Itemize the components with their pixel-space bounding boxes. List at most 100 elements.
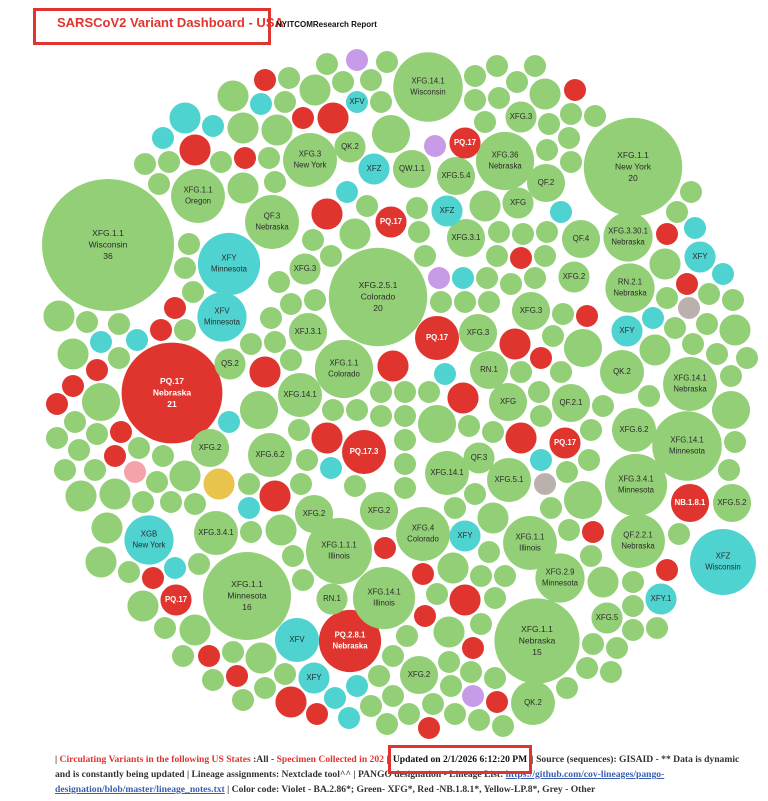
bubble <box>488 87 510 109</box>
bubble-label: XFG.1.1 <box>329 359 358 368</box>
bubble <box>203 468 235 500</box>
bubble-location: Oregon <box>185 196 211 205</box>
bubble <box>464 65 486 87</box>
bubble-label: XFG.3.1 <box>451 233 480 242</box>
bubble <box>81 382 121 422</box>
bubble <box>360 695 382 717</box>
bubble <box>676 273 698 295</box>
bubble <box>306 703 328 725</box>
bubble <box>464 89 486 111</box>
bubble-labels: XFG.1.1Wisconsin36PQ.17Nebraska21XFG.2.5… <box>89 77 747 707</box>
bubble-location: Wisconsin <box>410 87 446 96</box>
footer-text: Circulating Variants in the following US… <box>59 754 251 765</box>
bubble <box>560 103 582 125</box>
bubble <box>394 405 416 427</box>
bubble <box>376 51 398 73</box>
bubble <box>278 67 300 89</box>
bubble <box>431 195 463 227</box>
bubble <box>406 197 428 219</box>
bubble <box>238 473 260 495</box>
bubble <box>274 91 296 113</box>
bubble <box>46 393 68 415</box>
bubble-label: XFG.4 <box>412 524 435 533</box>
bubble-label: QW.1.1 <box>399 164 425 173</box>
bubble <box>346 91 368 113</box>
bubble <box>302 229 324 251</box>
bubble <box>240 333 262 355</box>
bubble <box>57 338 89 370</box>
bubble <box>394 429 416 451</box>
bubble-label: XFG.3 <box>520 306 543 315</box>
bubble <box>217 80 249 112</box>
bubble <box>696 313 718 335</box>
bubble <box>611 315 643 347</box>
bubble <box>462 685 484 707</box>
footer-text: :All - <box>250 754 277 765</box>
bubble <box>449 127 481 159</box>
bubble <box>536 221 558 243</box>
bubble <box>296 449 318 471</box>
bubble <box>477 502 509 534</box>
bubble-label: XFY <box>306 673 322 682</box>
bubble <box>198 645 220 667</box>
bubble <box>564 79 586 101</box>
bubble <box>505 422 537 454</box>
bubble <box>245 642 277 674</box>
bubble <box>85 546 117 578</box>
bubble <box>638 385 660 407</box>
bubble <box>417 404 457 444</box>
bubble <box>274 663 296 685</box>
bubble <box>394 453 416 475</box>
bubble <box>179 614 211 646</box>
bubble <box>534 473 556 495</box>
bubble <box>582 633 604 655</box>
bubble-label: QS.2 <box>221 359 239 368</box>
bubble <box>668 523 690 545</box>
bubble <box>462 637 484 659</box>
bubble <box>500 273 522 295</box>
bubble <box>240 521 262 543</box>
bubble <box>536 139 558 161</box>
bubble <box>124 515 174 565</box>
bubble <box>711 390 751 430</box>
bubble <box>128 437 150 459</box>
bubble <box>314 339 374 399</box>
bubble <box>530 347 552 369</box>
bubble <box>268 271 290 293</box>
bubble <box>563 480 603 520</box>
bubble <box>468 709 490 731</box>
bubble <box>298 662 330 694</box>
bubble <box>433 616 465 648</box>
bubble-label: XFG.2 <box>303 509 326 518</box>
bubble <box>396 507 450 561</box>
bubble-label: XFG.2.5.1 <box>359 280 398 290</box>
bubble <box>108 313 130 335</box>
bubble <box>164 557 186 579</box>
bubble <box>464 483 486 505</box>
bubble <box>184 493 206 515</box>
bubble <box>558 261 590 293</box>
bubble <box>226 665 248 687</box>
bubble <box>606 637 628 659</box>
bubble <box>484 667 506 689</box>
footer-link[interactable]: https://github.com/cov-lineages/pango-de… <box>55 769 665 795</box>
bubble <box>502 187 534 219</box>
bubble-label: PQ.17 <box>160 376 184 386</box>
bubble-label: XFY.1 <box>651 594 672 603</box>
bubble <box>511 681 555 725</box>
bubble <box>482 421 504 443</box>
bubble <box>152 127 174 149</box>
bubble <box>339 218 371 250</box>
bubble <box>65 480 97 512</box>
bubble <box>524 55 546 77</box>
bubble-label: XFG.2.9 <box>545 568 574 577</box>
bubble <box>487 458 531 502</box>
bubble <box>578 449 600 471</box>
bubble <box>254 677 276 699</box>
bubble-label: RN.1 <box>480 365 498 374</box>
bubble <box>288 312 328 352</box>
bubble <box>202 669 224 691</box>
bubble <box>43 300 75 332</box>
bubble-label: XFG.5.1 <box>494 475 523 484</box>
